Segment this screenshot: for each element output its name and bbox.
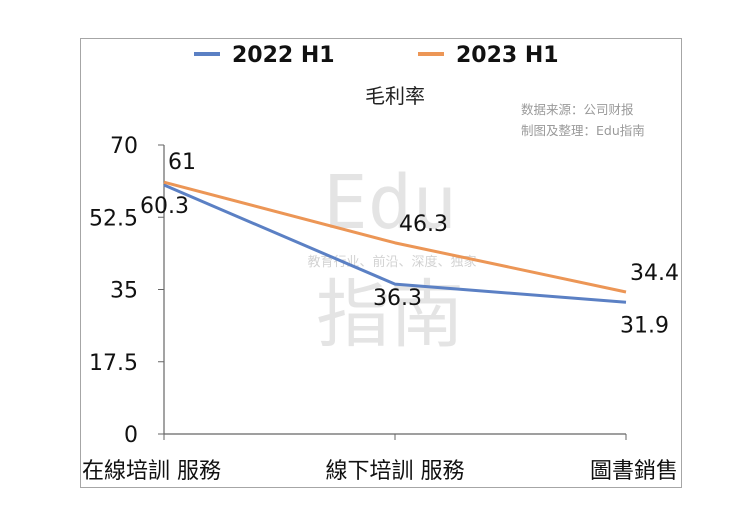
data-label-2023: 34.4 xyxy=(630,261,679,286)
legend: 2022 H1 2023 H1 xyxy=(194,43,559,68)
chart-frame xyxy=(80,38,682,488)
watermark-edu: Edu xyxy=(323,160,457,246)
y-tick-label: 35 xyxy=(110,279,138,304)
data-label-2022: 31.9 xyxy=(620,313,669,338)
source-line-2: 制图及整理：Edu指南 xyxy=(521,123,645,138)
series-layer xyxy=(163,180,627,304)
y-tick-label: 17.5 xyxy=(89,351,138,376)
data-label-2022: 60.3 xyxy=(140,194,189,219)
x-category-label: 線下培訓 服務 xyxy=(326,459,465,484)
y-tick-label: 0 xyxy=(124,423,138,448)
y-ticks: 0 17.5 35 52.5 70 xyxy=(89,134,164,448)
legend-label-2022: 2022 H1 xyxy=(232,43,335,68)
y-tick-label: 52.5 xyxy=(89,206,138,231)
x-category-label: 在線培訓 服務 xyxy=(82,459,221,484)
watermark: Edu 指南 教育行业、前沿、深度、独家 xyxy=(307,160,476,358)
series-line-2023 xyxy=(163,180,627,294)
watermark-zhinan: 指南 xyxy=(316,272,464,358)
legend-label-2023: 2023 H1 xyxy=(456,43,559,68)
series-line-2022 xyxy=(163,183,627,304)
data-label-2022: 36.3 xyxy=(373,286,422,311)
source-line-1: 数据来源：公司财报 xyxy=(521,102,634,117)
chart-title: 毛利率 xyxy=(365,84,425,108)
data-label-2023: 61 xyxy=(168,150,196,175)
x-categories: 在線培訓 服務 線下培訓 服務 圖書銷售 xyxy=(82,434,678,484)
data-labels: 60.3 36.3 31.9 61 46.3 34.4 xyxy=(140,150,679,338)
y-tick-label: 70 xyxy=(110,134,138,159)
x-category-label: 圖書銷售 xyxy=(590,459,678,484)
data-label-2023: 46.3 xyxy=(399,212,448,237)
